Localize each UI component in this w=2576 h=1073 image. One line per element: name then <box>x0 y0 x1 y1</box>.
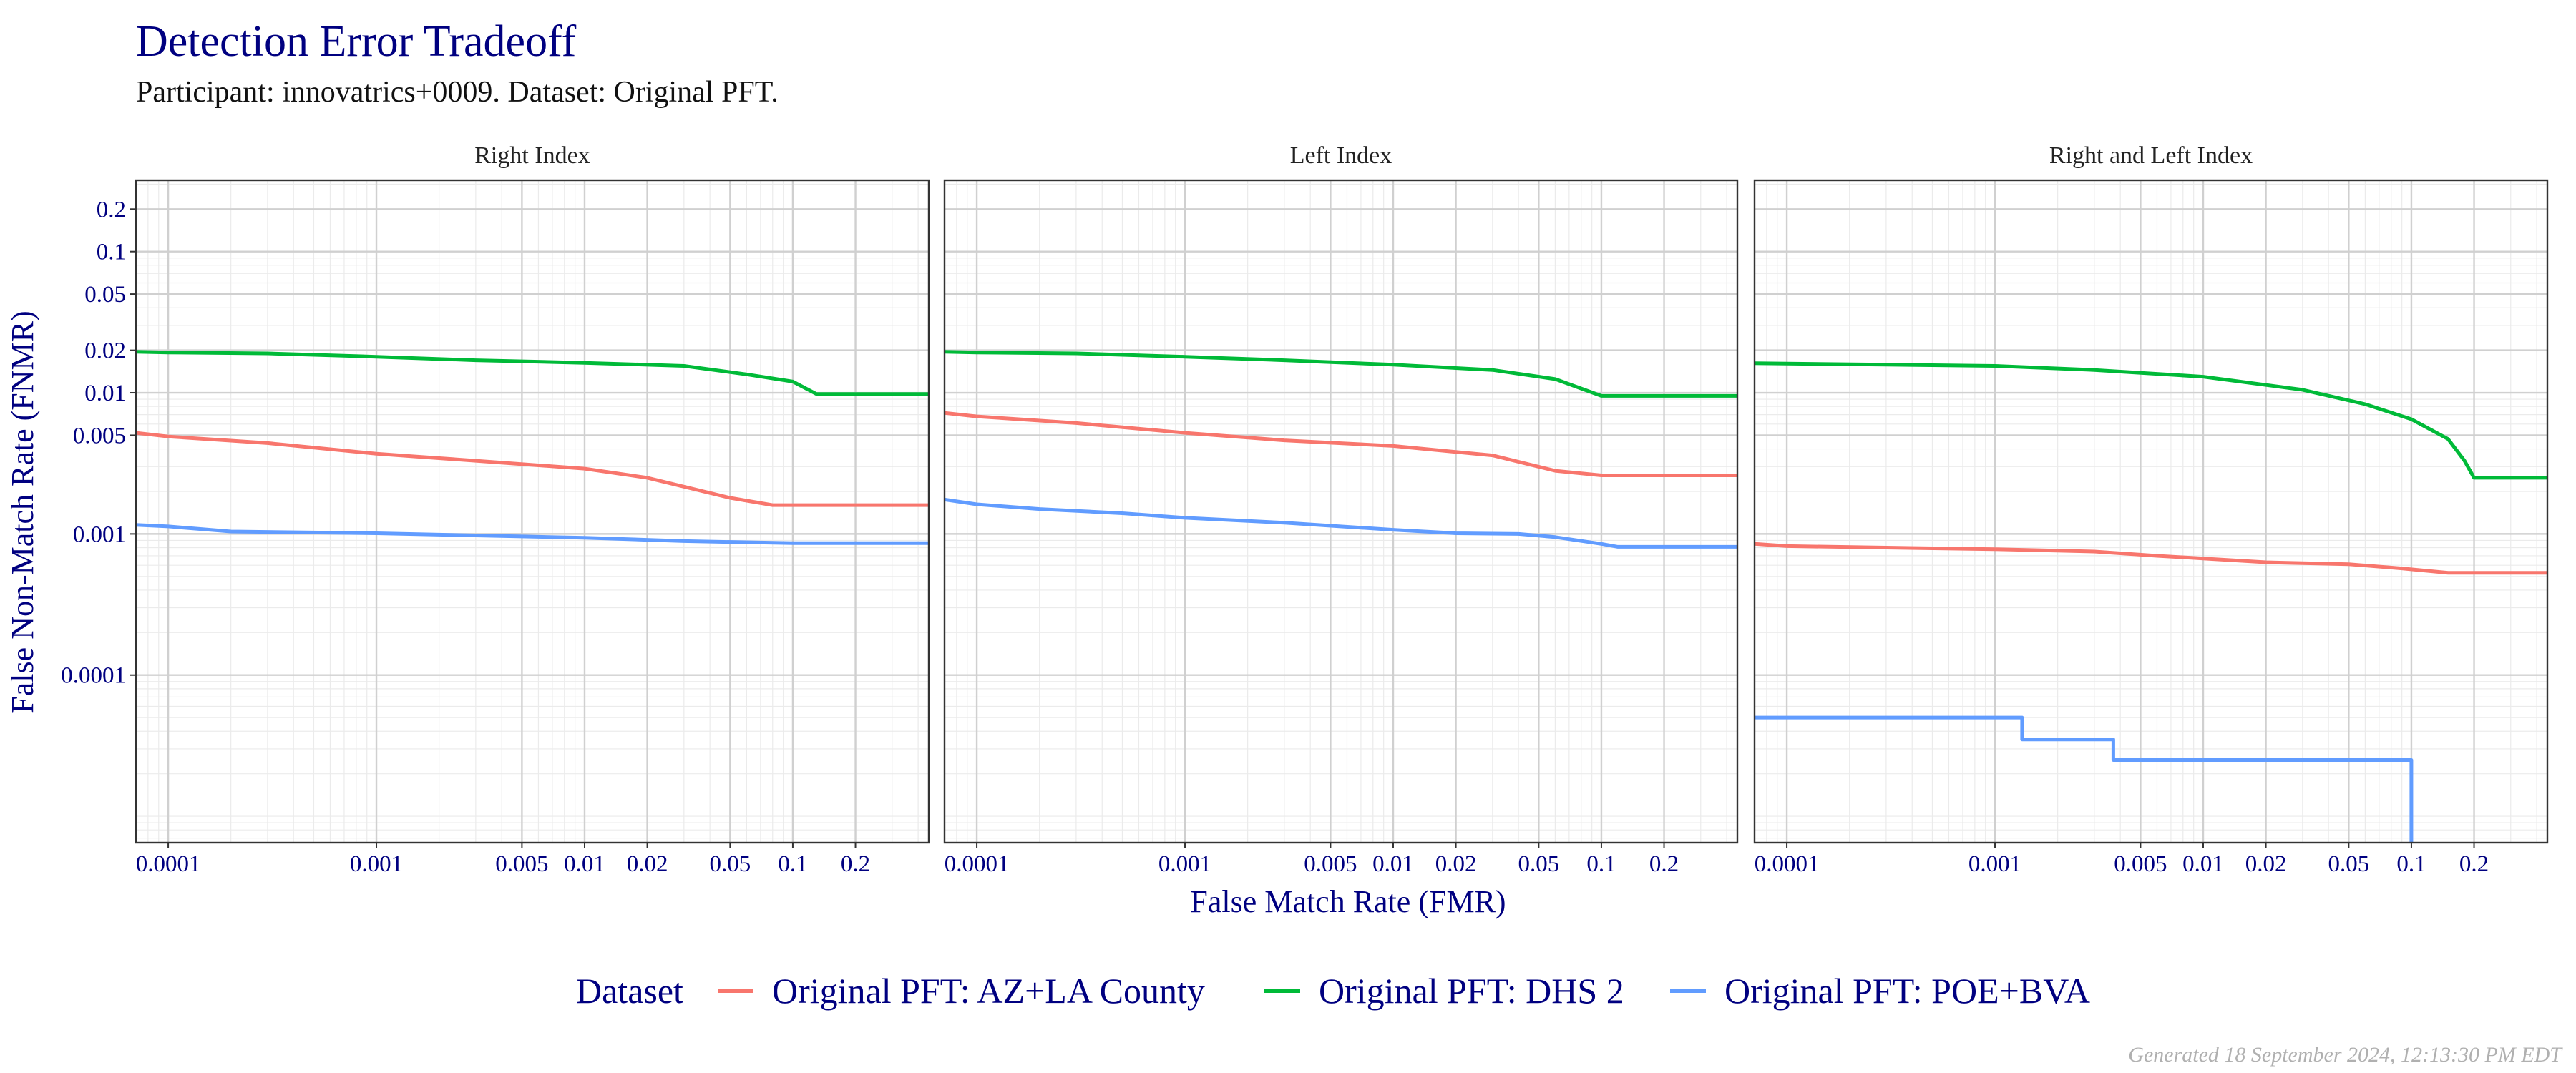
panel-border <box>943 179 1739 844</box>
series-line-az-la-county <box>136 431 929 507</box>
generated-footnote: Generated 18 September 2024, 12:13:30 PM… <box>2128 1043 2563 1067</box>
x-tick-label: 0.2 <box>2459 851 2489 877</box>
x-tick-label: 0.02 <box>1435 851 1477 877</box>
legend-item-dhs-2: Original PFT: DHS 2 <box>1264 971 1624 1011</box>
legend-item-az-la-county: Original PFT: AZ+LA County <box>718 971 1205 1011</box>
panel-background <box>136 180 929 843</box>
panel-right-index: Right Index 0.0001 0.001 0.005 0.01 0.02 0.05 0… <box>135 142 930 877</box>
y-tick-label: 0.05 <box>84 282 126 308</box>
x-axis-label: False Match Rate (FMR) <box>1190 884 1506 919</box>
series-line-dhs-2 <box>136 350 929 396</box>
x-tick-label: 0.005 <box>1304 851 1357 877</box>
panels: Right Index 0.0001 0.001 0.005 0.01 0.02 0.05 0… <box>135 142 2549 877</box>
x-tick-label: 0.01 <box>564 851 605 877</box>
series-line-dhs-2 <box>945 350 1737 398</box>
x-tick-label: 0.05 <box>2328 851 2369 877</box>
panel-right-and-left-index: Right and Left Index 0.0001 0.001 0.005 0.01… <box>1753 142 2549 877</box>
x-tick-label: 0.1 <box>778 851 807 877</box>
legend-label: Original PFT: POE+BVA <box>1724 971 2090 1011</box>
panel-title: Right Index <box>474 142 590 169</box>
x-tick-label: 0.01 <box>1372 851 1414 877</box>
legend-label: Original PFT: DHS 2 <box>1319 971 1624 1011</box>
legend-title: Dataset <box>576 971 683 1011</box>
panel-left-index: Left Index 0.0001 0.001 0.005 0.01 0.02 0.05 0.… <box>943 142 1739 877</box>
x-tick-label: 0.005 <box>2114 851 2167 877</box>
x-tick-label: 0.001 <box>1968 851 2021 877</box>
legend-label: Original PFT: AZ+LA County <box>772 971 1205 1011</box>
y-tick-label: 0.005 <box>73 423 126 449</box>
x-tick-label: 0.02 <box>627 851 668 877</box>
panel-background <box>1755 180 2547 843</box>
y-tick-label: 0.001 <box>73 521 126 547</box>
x-tick-label: 0.2 <box>841 851 870 877</box>
panel-title: Left Index <box>1290 142 1392 169</box>
chart-subtitle: Participant: innovatrics+0009. Dataset: … <box>136 76 779 109</box>
series-line-poe-bva <box>945 497 1737 549</box>
y-axis: 0.0001 0.001 0.005 0.01 0.02 0.05 0.1 0.2 <box>61 197 136 689</box>
y-tick-label: 0.1 <box>97 240 126 265</box>
series-line-poe-bva <box>1755 715 2414 843</box>
y-axis-label: False Non-Match Rate (FNMR) <box>5 310 40 713</box>
x-tick-label: 0.001 <box>350 851 403 877</box>
series-line-az-la-county <box>945 411 1737 477</box>
x-tick-label: 0.005 <box>495 851 548 877</box>
y-tick-label: 0.0001 <box>61 663 126 689</box>
series-line-az-la-county <box>1755 542 2547 575</box>
panel-border <box>135 179 930 844</box>
x-tick-label: 0.05 <box>709 851 751 877</box>
x-tick-label: 0.05 <box>1518 851 1559 877</box>
y-tick-label: 0.02 <box>84 338 126 364</box>
legend-item-poe-bva: Original PFT: POE+BVA <box>1670 971 2090 1011</box>
series-line-dhs-2 <box>1755 361 2547 480</box>
x-tick-label: 0.0001 <box>136 851 201 877</box>
x-tick-label: 0.01 <box>2182 851 2224 877</box>
x-tick-label: 0.1 <box>1586 851 1616 877</box>
panel-border <box>1753 179 2549 844</box>
y-tick-label: 0.2 <box>97 197 126 222</box>
x-tick-label: 0.001 <box>1158 851 1211 877</box>
x-tick-label: 0.0001 <box>945 851 1010 877</box>
x-tick-label: 0.1 <box>2396 851 2426 877</box>
x-tick-label: 0.2 <box>1649 851 1679 877</box>
series-line-poe-bva <box>136 523 929 545</box>
legend: Dataset Original PFT: AZ+LA County Origina… <box>576 971 2090 1011</box>
y-tick-label: 0.01 <box>84 381 126 406</box>
chart-title: Detection Error Tradeoff <box>136 17 577 66</box>
panel-title: Right and Left Index <box>2049 142 2253 169</box>
x-tick-label: 0.02 <box>2245 851 2287 877</box>
x-tick-label: 0.0001 <box>1755 851 1820 877</box>
